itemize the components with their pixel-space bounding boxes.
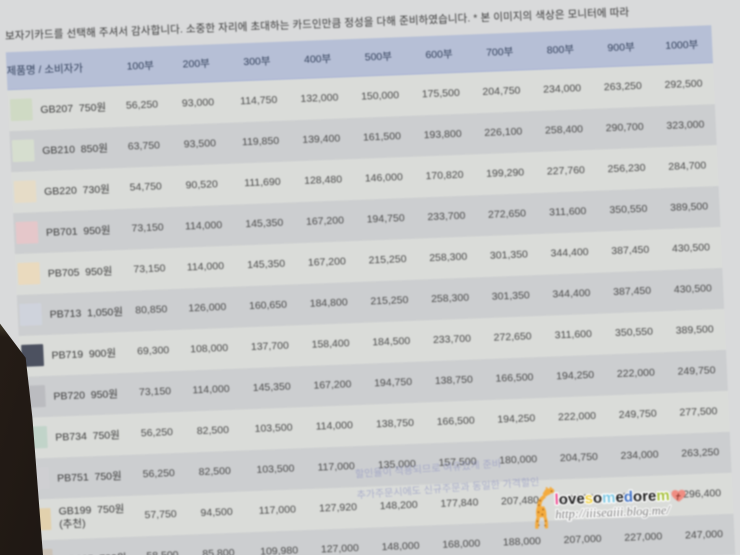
svg-text:http://iiiseaiii.blog.me/: http://iiiseaiii.blog.me/: [555, 503, 672, 521]
